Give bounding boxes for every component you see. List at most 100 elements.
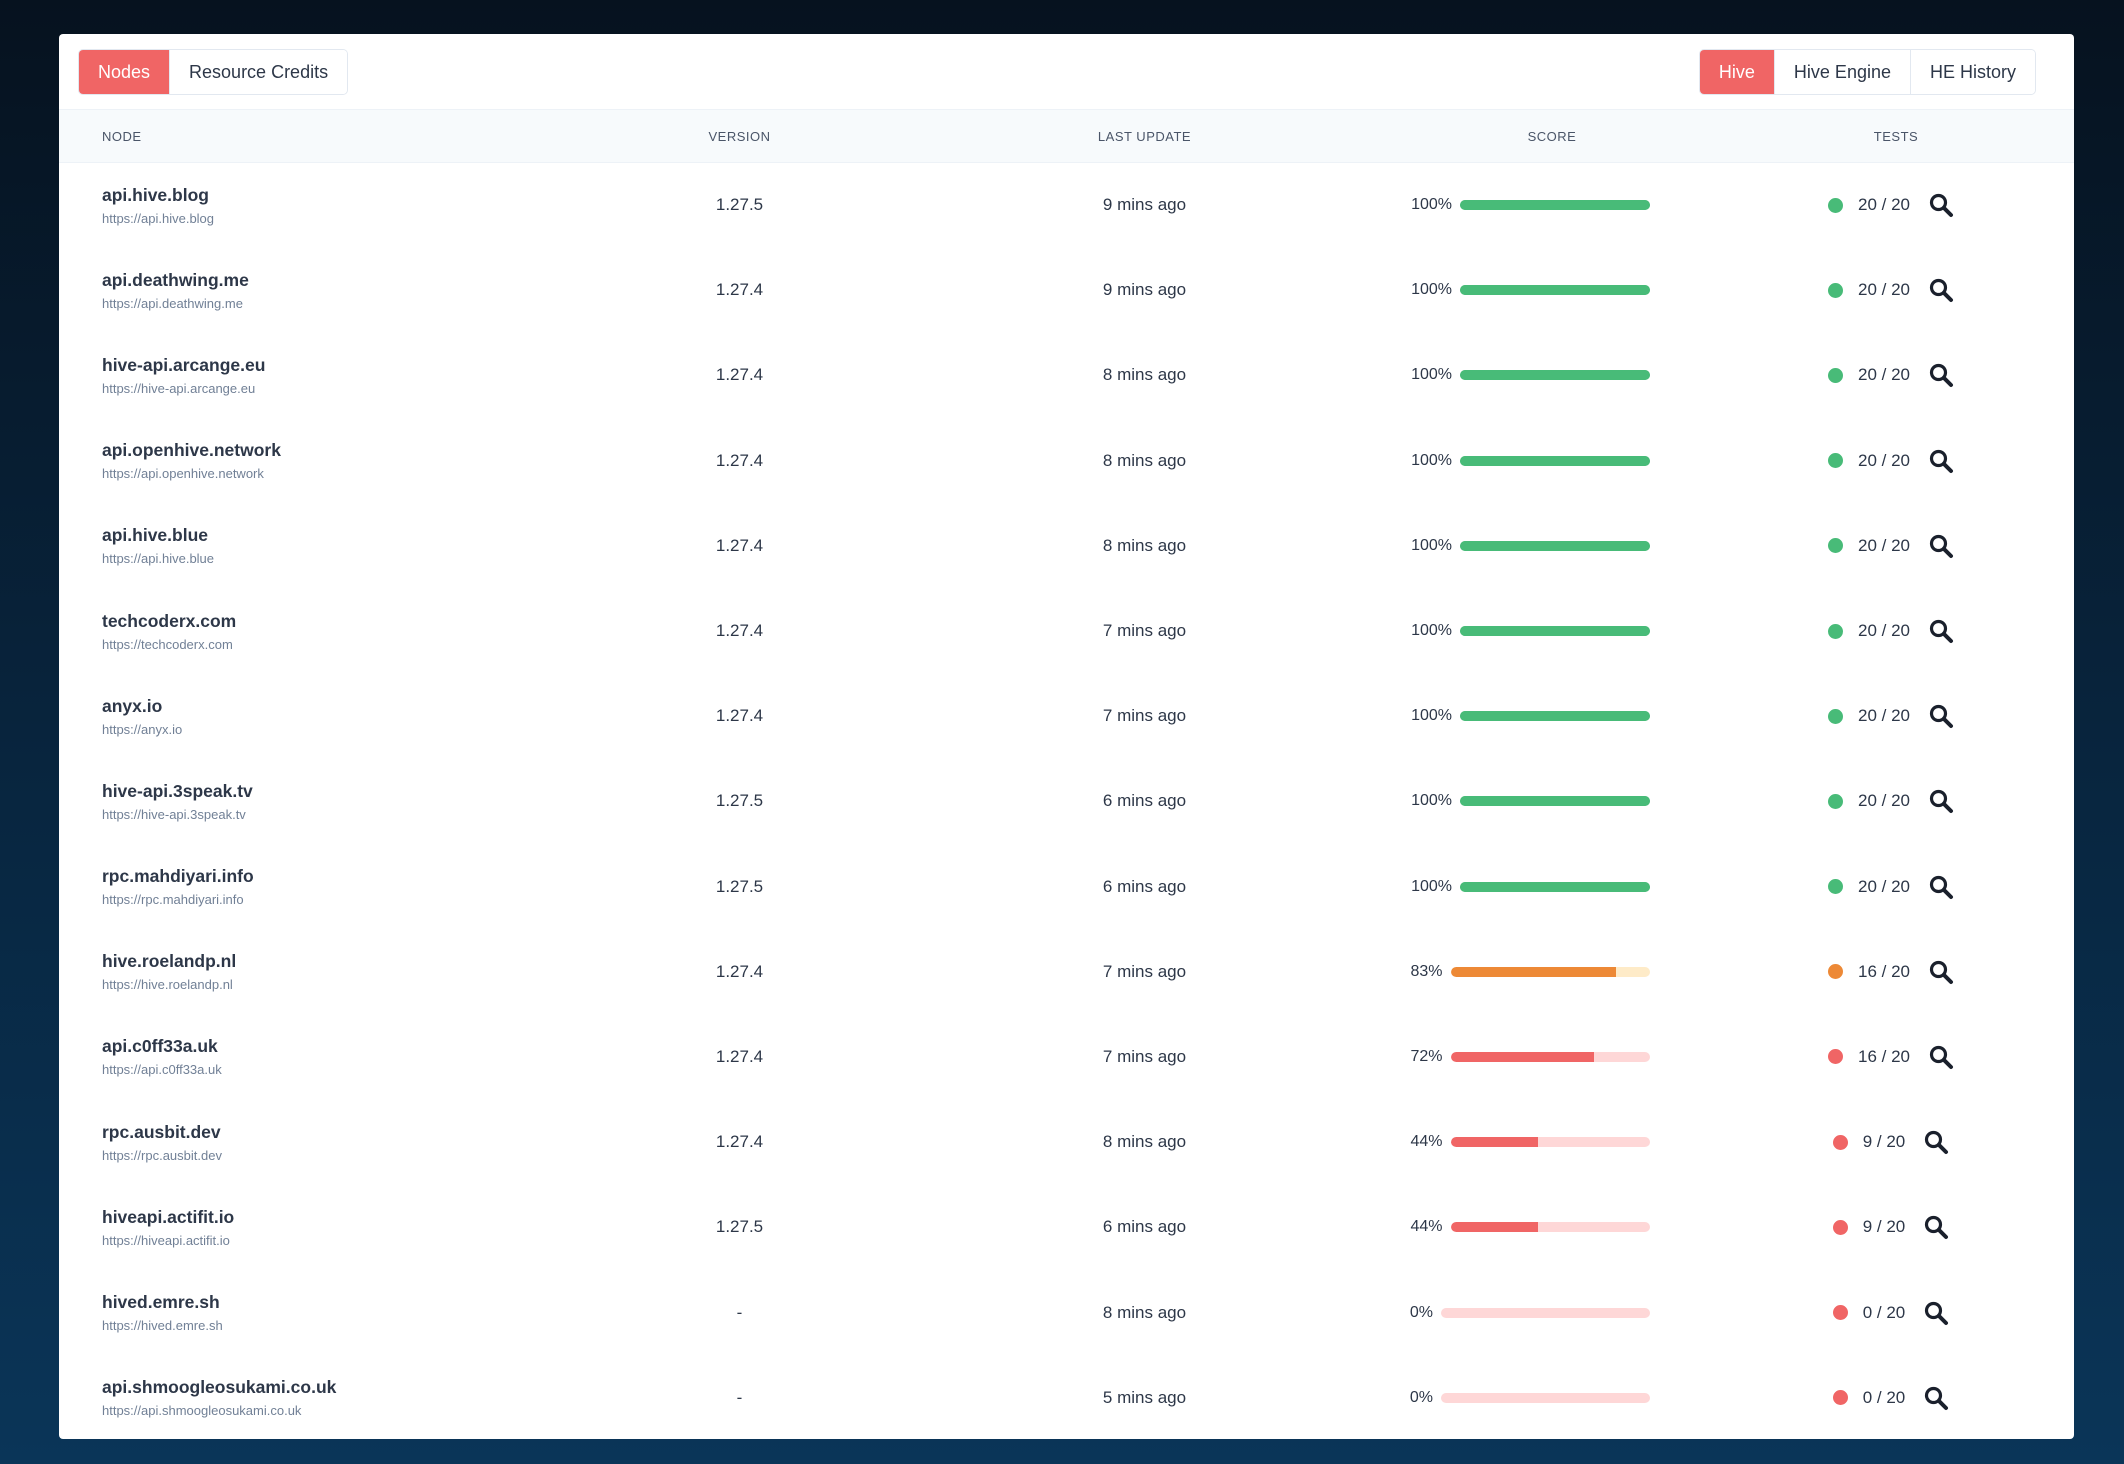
node-url[interactable]: https://techcoderx.com [102,636,233,652]
node-name[interactable]: api.openhive.network [102,440,281,461]
node-url[interactable]: https://rpc.mahdiyari.info [102,892,244,908]
node-name[interactable]: hive-api.arcange.eu [102,354,266,375]
search-icon[interactable] [1928,959,1954,985]
score-cell: 100% [1386,844,1718,929]
last-update-cell: 8 mins ago [1102,1302,1187,1322]
node-url[interactable]: https://hive-api.3speak.tv [102,806,246,822]
last-update-cell: 6 mins ago [1102,1217,1187,1237]
tests-count: 20 / 20 [1858,535,1910,555]
search-icon[interactable] [1928,277,1954,303]
score-percent: 100% [1411,196,1452,214]
table-row[interactable]: api.deathwing.me https://api.deathwing.me… [59,248,2074,333]
score-bar-fill [1460,881,1650,892]
score-percent: 0% [1409,1388,1433,1406]
node-name[interactable]: api.shmoogleosukami.co.uk [102,1377,337,1398]
score-bar-fill [1460,796,1650,807]
node-name[interactable]: api.deathwing.me [102,269,249,290]
column-header-score[interactable]: Score [1386,109,1718,163]
version-cell: 1.27.5 [715,1217,764,1237]
search-icon[interactable] [1928,703,1954,729]
node-name[interactable]: hive-api.3speak.tv [102,780,253,801]
search-icon[interactable] [1928,618,1954,644]
tests-cell: 20 / 20 [1718,844,2074,929]
score-bar [1460,711,1650,722]
search-icon[interactable] [1928,448,1954,474]
search-icon[interactable] [1923,1129,1949,1155]
score-percent: 100% [1411,877,1452,895]
search-icon[interactable] [1923,1385,1949,1411]
score-percent: 100% [1411,281,1452,299]
node-name[interactable]: hived.emre.sh [102,1292,220,1313]
score-bar-fill [1460,626,1650,637]
tab-nodes[interactable]: Nodes [79,50,170,94]
tests-display: 0 / 20 [1719,1385,2073,1411]
tests-count: 16 / 20 [1858,961,1910,981]
column-header-version[interactable]: Version [576,109,903,163]
search-icon[interactable] [1928,874,1954,900]
table-row[interactable]: rpc.mahdiyari.info https://rpc.mahdiyari.… [59,844,2074,929]
search-icon[interactable] [1928,362,1954,388]
table-row[interactable]: api.shmoogleosukami.co.uk https://api.shm… [59,1355,2074,1439]
node-name[interactable]: rpc.ausbit.dev [102,1121,221,1142]
column-header-last-update[interactable]: Last update [903,109,1386,163]
search-icon[interactable] [1923,1300,1949,1326]
score-bar [1450,1137,1650,1148]
node-url[interactable]: https://hive-api.arcange.eu [102,380,256,396]
node-url[interactable]: https://rpc.ausbit.dev [102,1147,222,1163]
table-row[interactable]: anyx.io https://anyx.io 1.27.4 7 mins ago 10… [59,674,2074,759]
search-icon[interactable] [1928,533,1954,559]
status-dot [1828,282,1843,298]
table-row[interactable]: hive-api.3speak.tv https://hive-api.3spea… [59,759,2074,844]
table-row[interactable]: hived.emre.sh https://hived.emre.sh - 8 min… [59,1270,2074,1355]
search-icon[interactable] [1928,788,1954,814]
search-icon[interactable] [1928,1044,1954,1070]
node-url[interactable]: https://hived.emre.sh [102,1318,223,1334]
table-row[interactable]: hive-api.arcange.eu https://hive-api.arca… [59,333,2074,418]
node-url[interactable]: https://api.openhive.network [102,466,264,482]
tests-count: 9 / 20 [1862,1132,1906,1152]
score-percent: 83% [1410,962,1443,980]
tests-count: 20 / 20 [1858,280,1910,300]
table-row[interactable]: api.c0ff33a.uk https://api.c0ff33a.uk 1.27… [59,1014,2074,1099]
node-url[interactable]: https://anyx.io [102,721,183,737]
tests-display: 16 / 20 [1719,959,2073,985]
tab-hive[interactable]: Hive [1699,50,1774,94]
node-url[interactable]: https://hive.roelandp.nl [102,977,233,993]
last-update-cell: 8 mins ago [1102,450,1187,470]
node-url[interactable]: https://api.hive.blog [102,210,215,226]
table-row[interactable]: api.hive.blue https://api.hive.blue 1.27.4… [59,503,2074,588]
node-name[interactable]: rpc.mahdiyari.info [102,866,254,887]
node-name[interactable]: anyx.io [102,695,163,716]
node-name[interactable]: api.hive.blog [102,184,209,205]
node-name[interactable]: api.hive.blue [102,525,208,546]
node-name[interactable]: hive.roelandp.nl [102,951,237,972]
tests-count: 16 / 20 [1858,1046,1910,1066]
search-icon[interactable] [1923,1214,1949,1240]
column-header-node[interactable]: Node [59,109,576,163]
node-url[interactable]: https://hiveapi.actifit.io [102,1232,230,1248]
table-body: api.hive.blog https://api.hive.blog 1.27.5… [59,163,2074,1440]
table-row[interactable]: rpc.ausbit.dev https://rpc.ausbit.dev 1.27… [59,1100,2074,1185]
node-name[interactable]: techcoderx.com [102,610,237,631]
status-dot [1828,708,1843,724]
last-update-cell: 8 mins ago [1102,1132,1187,1152]
table-row[interactable]: hive.roelandp.nl https://hive.roelandp.nl… [59,929,2074,1014]
search-icon[interactable] [1928,192,1954,218]
node-url[interactable]: https://api.hive.blue [102,551,215,567]
node-name[interactable]: hiveapi.actifit.io [102,1206,235,1227]
tests-cell: 20 / 20 [1718,248,2074,333]
node-url[interactable]: https://api.shmoogleosukami.co.uk [102,1403,302,1419]
table-row[interactable]: hiveapi.actifit.io https://hiveapi.actifi… [59,1185,2074,1270]
node-url[interactable]: https://api.c0ff33a.uk [102,1062,222,1078]
column-header-tests[interactable]: Tests [1718,109,2074,163]
table-row[interactable]: techcoderx.com https://techcoderx.com 1.27… [59,588,2074,673]
node-name[interactable]: api.c0ff33a.uk [102,1036,218,1057]
tests-display: 20 / 20 [1719,448,2073,474]
tab-he-history[interactable]: HE History [1909,50,2035,94]
table-row[interactable]: api.openhive.network https://api.openhive… [59,418,2074,503]
score-bar [1460,455,1650,466]
tab-resource-credits[interactable]: Resource Credits [169,50,348,94]
node-url[interactable]: https://api.deathwing.me [102,295,243,311]
table-row[interactable]: api.hive.blog https://api.hive.blog 1.27.5… [59,163,2074,248]
tab-hive-engine[interactable]: Hive Engine [1773,50,1910,94]
